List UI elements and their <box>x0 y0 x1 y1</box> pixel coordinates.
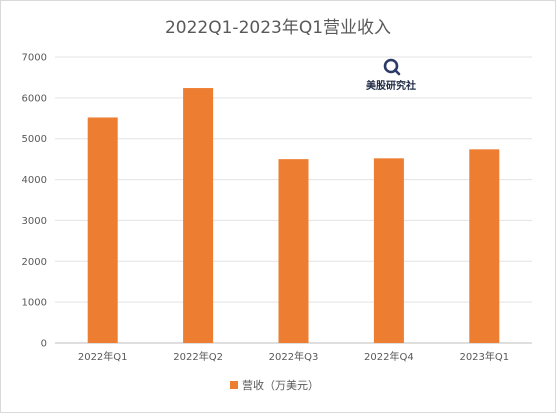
x-tick-label: 2022年Q3 <box>269 350 319 363</box>
magnifier-logo-icon <box>383 58 401 76</box>
x-tick-label: 2023年Q1 <box>459 350 509 363</box>
y-tick-label: 4000 <box>22 175 47 186</box>
y-tick-label: 2000 <box>22 257 47 268</box>
y-tick-label: 6000 <box>22 93 47 104</box>
x-tick-label: 2022年Q4 <box>364 350 414 363</box>
y-axis-ticks: 0 1000 2000 3000 4000 5000 6000 7000 <box>22 53 47 350</box>
watermark-text: 美股研究社 <box>366 79 416 92</box>
bar <box>373 158 404 343</box>
y-tick-label: 1000 <box>22 298 47 309</box>
chart-title: 2022Q1-2023年Q1营业收入 <box>165 18 391 38</box>
legend-label: 营收（万美元） <box>242 378 319 392</box>
y-tick-label: 7000 <box>22 53 47 64</box>
y-tick-label: 3000 <box>22 216 47 227</box>
y-tick-label: 0 <box>41 339 47 350</box>
watermark: 美股研究社 <box>366 58 416 92</box>
bar <box>469 149 500 343</box>
bar <box>278 159 309 343</box>
legend-swatch <box>230 381 238 389</box>
legend: 营收（万美元） <box>230 378 319 392</box>
x-tick-label: 2022年Q1 <box>78 350 128 363</box>
x-axis-ticks: 2022年Q1 2022年Q2 2022年Q3 2022年Q4 2023年Q1 <box>78 350 509 363</box>
x-tick-label: 2022年Q2 <box>173 350 223 363</box>
bar <box>183 88 214 344</box>
bars <box>87 88 500 344</box>
bar <box>87 117 118 344</box>
y-tick-label: 5000 <box>22 134 47 145</box>
